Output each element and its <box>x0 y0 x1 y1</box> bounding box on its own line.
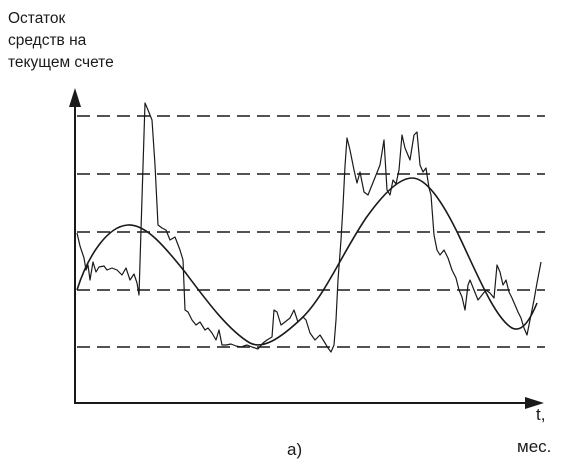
actual-balance-curve <box>76 102 542 353</box>
y-axis-label-line-1: Остаток <box>8 10 66 27</box>
y-axis-label-line-3: текущем счете <box>8 54 114 71</box>
x-axis-label: t, <box>536 405 546 424</box>
smooth-trend-curve <box>76 177 538 346</box>
y-axis-label-line-2: средств на <box>8 32 87 49</box>
y-axis-label: Остаток средств на текущем счете <box>8 8 148 74</box>
x-axis-arrow <box>525 397 544 409</box>
figure-caption: а) <box>287 440 303 459</box>
x-axis-unit: мес. <box>517 437 552 456</box>
y-axis-arrow <box>69 88 81 107</box>
